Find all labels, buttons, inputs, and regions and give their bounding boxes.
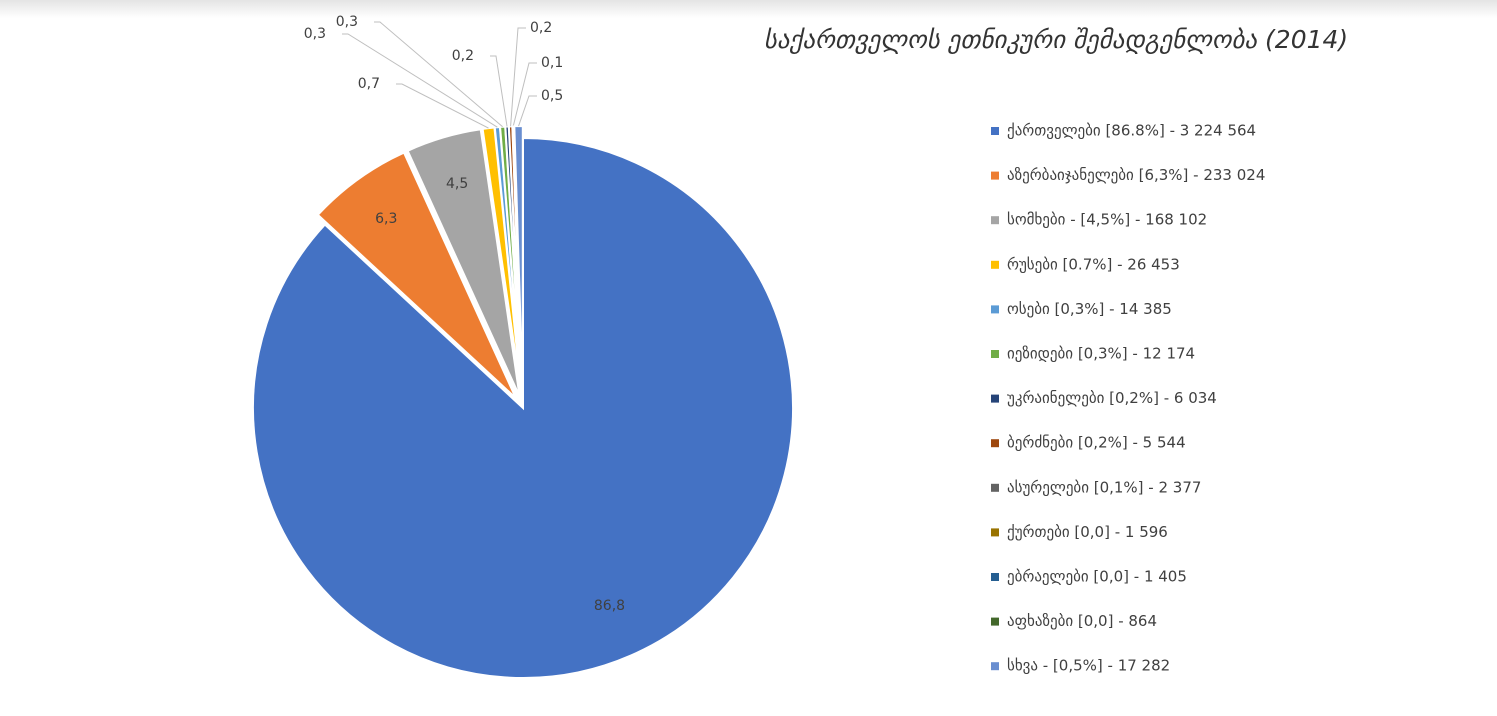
data-label: 0,1 <box>541 55 563 71</box>
legend-swatch <box>991 127 999 135</box>
data-label: 0,2 <box>530 20 552 36</box>
legend-swatch <box>991 350 999 358</box>
data-label: 0,2 <box>452 48 474 64</box>
legend-swatch <box>991 216 999 225</box>
data-label: 86,8 <box>594 598 625 614</box>
pie-slice <box>406 128 521 397</box>
legend-swatch <box>991 662 999 671</box>
leader-line <box>490 55 508 127</box>
legend-label: აზერბაიჯანელები [6,3%] - 233 024 <box>1007 166 1265 184</box>
legend-label: უკრაინელები [0,2%] - 6 034 <box>1007 389 1217 407</box>
legend-swatch <box>991 171 999 180</box>
data-label: 0,3 <box>304 26 326 42</box>
legend-label: ასურელები [0,1%] - 2 377 <box>1007 478 1201 496</box>
top-shadow <box>0 0 1497 18</box>
leader-line <box>374 21 503 128</box>
legend-label: სხვა - [0,5%] - 17 282 <box>1007 657 1170 675</box>
legend-swatch <box>991 439 999 448</box>
legend-label: ოსები [0,3%] - 14 385 <box>1007 300 1172 318</box>
data-label: 6,3 <box>375 211 397 227</box>
legend-swatch <box>991 394 999 403</box>
legend-label: ქურთები [0,0] - 1 596 <box>1007 523 1168 541</box>
pie-slice <box>316 151 517 400</box>
legend-swatch <box>991 573 999 581</box>
legend-label: იეზიდები [0,3%] - 12 174 <box>1007 345 1195 363</box>
leader-line <box>510 27 526 127</box>
legend-swatch <box>991 617 999 626</box>
legend-label: ბერძნები [0,2%] - 5 544 <box>1007 434 1186 452</box>
legend-label: რუსები [0.7%] - 26 453 <box>1007 255 1180 273</box>
legend-swatch <box>991 305 999 314</box>
leader-line <box>518 95 537 127</box>
legend-label: სომხები - [4,5%] - 168 102 <box>1007 211 1207 229</box>
leader-line <box>396 83 489 129</box>
legend-label: აფხაზები [0,0] - 864 <box>1007 612 1157 630</box>
leader-line <box>512 62 537 127</box>
legend-swatch <box>991 528 999 537</box>
pie-slice <box>252 136 794 679</box>
legend-label: ქართველები [86.8%] - 3 224 564 <box>1007 122 1256 140</box>
data-label: 0,3 <box>336 14 358 30</box>
data-label: 0,7 <box>358 76 380 92</box>
legend-swatch <box>991 483 999 492</box>
data-label: 0,5 <box>541 88 563 104</box>
legend-label: ებრაელები [0,0] - 1 405 <box>1007 568 1187 586</box>
data-label: 4,5 <box>446 176 468 192</box>
leader-line <box>342 33 498 128</box>
legend-swatch <box>991 260 999 269</box>
chart-title: საქართველოს ეთნიკური შემადგენლობა (2014) <box>764 25 1348 54</box>
